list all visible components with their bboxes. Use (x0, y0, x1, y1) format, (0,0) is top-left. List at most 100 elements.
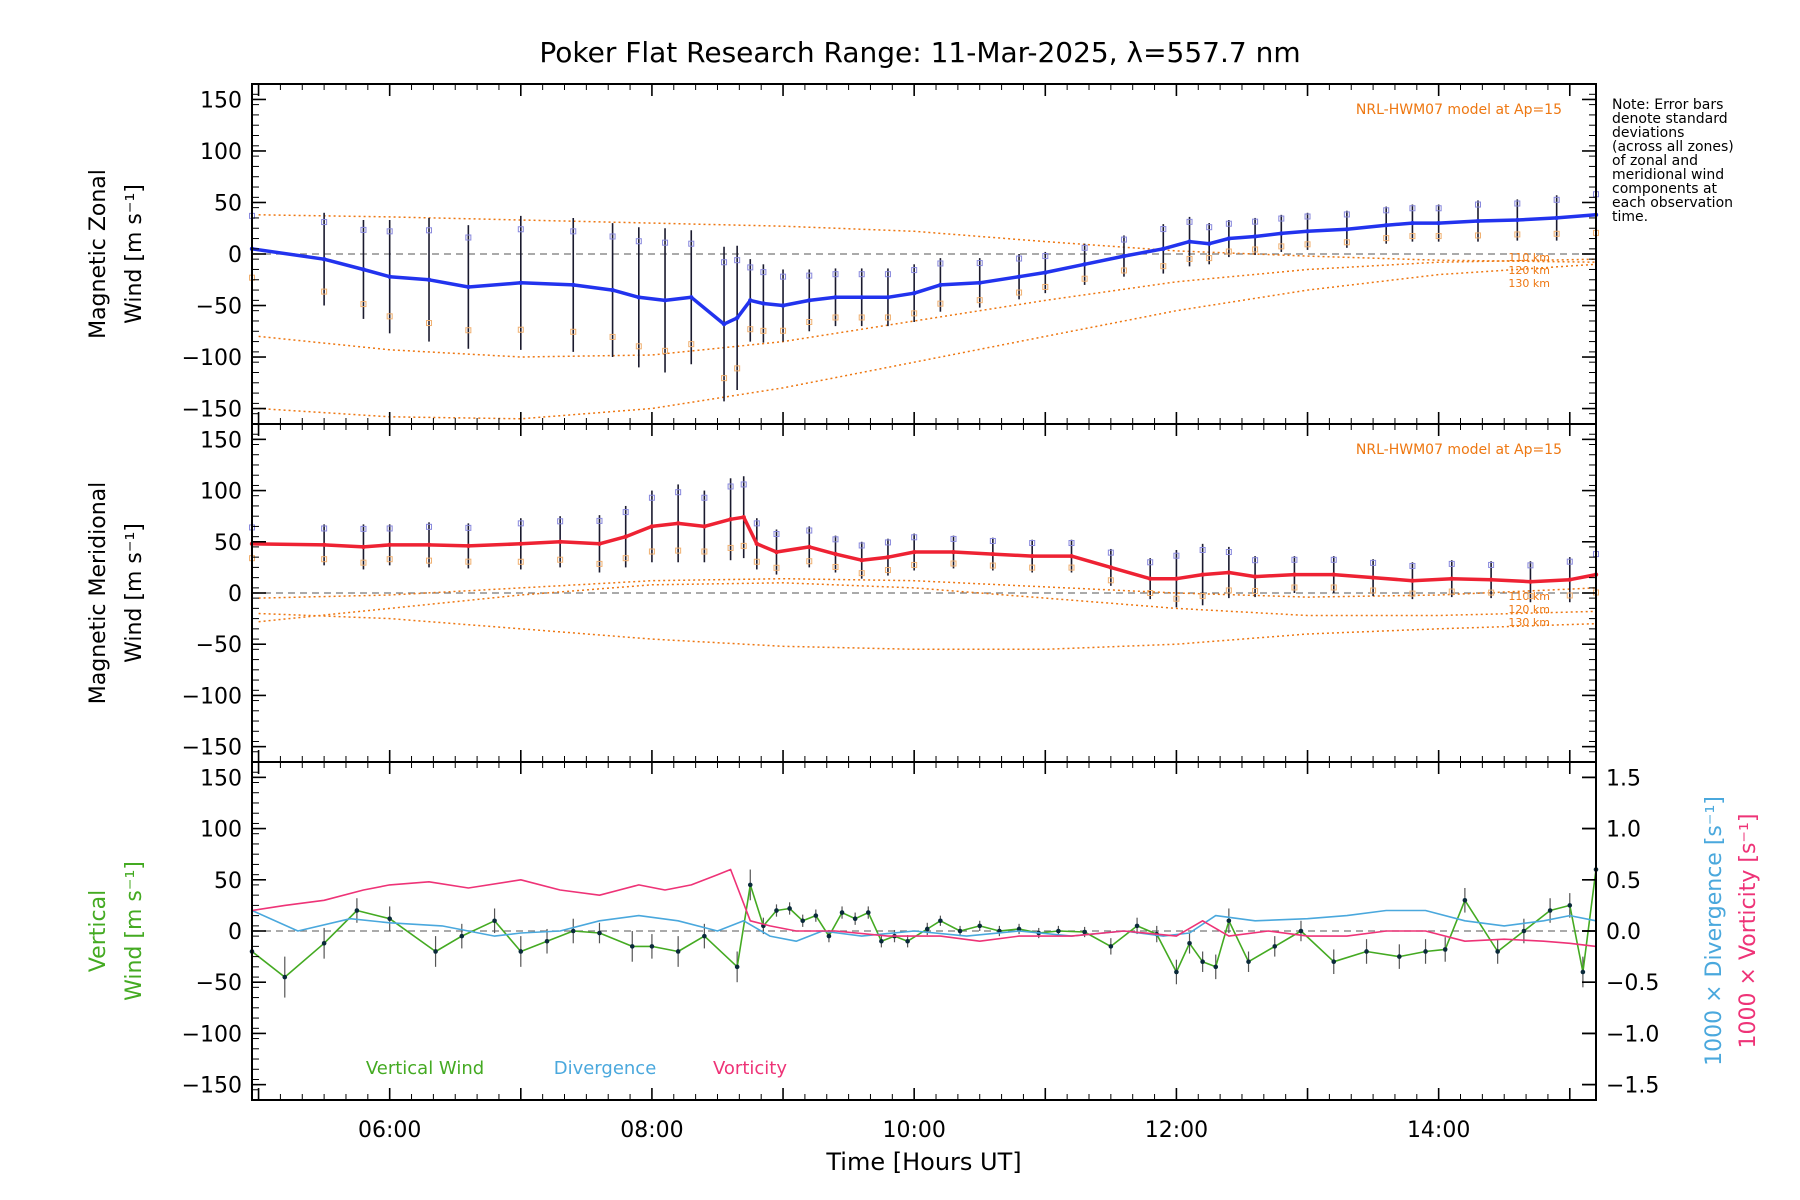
magnetic-zonal-wind-zone-point (635, 343, 642, 350)
note-line: deviations (1612, 125, 1685, 141)
magnetic-zonal-wind-zone-point (734, 257, 741, 264)
vertical-y-tick-label: −150 (182, 1074, 242, 1099)
magnetic-meridional-wind-zone-point (989, 562, 996, 569)
magnetic-meridional-wind-zone-point (1199, 546, 1206, 553)
vertical-wind-point (813, 913, 819, 918)
magnetic-zonal-wind-point (780, 303, 786, 308)
vertical-wind-point (702, 933, 707, 939)
vertical-wind-point (924, 926, 930, 932)
magnetic-zonal-wind-zone-point (1186, 255, 1193, 262)
magnetic-zonal-wind-zone-point (747, 326, 754, 333)
magnetic-zonal-wind-zone-point (360, 226, 367, 233)
vertical-wind-point (1213, 964, 1219, 970)
magnetic-meridional-wind-zone-point (858, 542, 865, 549)
magnetic-zonal-wind-zone-point (1160, 226, 1167, 233)
vertical-wind-point (544, 938, 550, 944)
magnetic-meridional-wind-point (1069, 553, 1074, 559)
meridional-model-curve-130km (258, 612, 1597, 651)
magnetic-meridional-wind-zone-point (426, 557, 433, 564)
magnetic-meridional-wind-zone-point (321, 556, 328, 563)
magnetic-zonal-wind-zone-point (662, 239, 669, 246)
magnetic-meridional-wind-point (1292, 572, 1297, 577)
vertical-wind-point (1580, 969, 1586, 975)
vertical-wind-point (492, 918, 497, 924)
vertical-y-tick-label: 150 (200, 766, 242, 791)
zonal-model-curve-130km (258, 263, 1597, 420)
magnetic-meridional-wind-zone-point (1291, 584, 1298, 591)
magnetic-zonal-wind-point (1206, 241, 1212, 246)
magnetic-zonal-wind-zone-point (570, 328, 577, 335)
vertical-wind-point (957, 928, 963, 934)
legend-entry: Vorticity (713, 1058, 787, 1079)
vertical-wind-point (387, 916, 392, 922)
vertical-ylabel-line2: Wind [m s⁻¹] (122, 861, 147, 1001)
vertical-wind-point (839, 910, 845, 915)
magnetic-zonal-wind-point (1475, 218, 1481, 224)
note-line: of zonal and (1612, 153, 1698, 169)
legend-entry: Divergence (554, 1058, 657, 1079)
magnetic-zonal-wind-zone-point (1474, 201, 1481, 208)
magnetic-meridional-wind-point (1108, 565, 1114, 570)
magnetic-zonal-wind-zone-point (976, 297, 983, 304)
magnetic-meridional-wind-point (1410, 578, 1415, 583)
magnetic-zonal-wind-zone-point (1278, 215, 1285, 222)
magnetic-zonal-wind-zone-point (386, 228, 393, 235)
magnetic-meridional-wind-zone-point (596, 560, 603, 567)
magnetic-meridional-wind-point (728, 517, 733, 522)
magnetic-meridional-wind-zone-point (701, 548, 708, 555)
zonal-y-tick-label: −150 (182, 398, 242, 423)
magnetic-meridional-wind-zone-point (911, 534, 918, 541)
magnetic-zonal-wind-zone-point (662, 347, 669, 354)
vertical-y-tick-label: −100 (182, 1022, 242, 1047)
vertical-wind-point (597, 930, 602, 936)
magnetic-meridional-wind-zone-point (426, 523, 433, 530)
vertical-wind-point (938, 918, 943, 924)
figure-title: Poker Flat Research Range: 11-Mar-2025, … (539, 36, 1300, 69)
magnetic-zonal-wind-zone-point (721, 259, 728, 266)
magnetic-meridional-wind-point (1449, 576, 1454, 581)
magnetic-meridional-wind-point (1370, 575, 1376, 580)
magnetic-zonal-wind-zone-point (1514, 231, 1521, 238)
note-line: (across all zones) (1612, 139, 1734, 155)
y2-tick-label: 1.5 (1606, 766, 1641, 791)
vertical-wind-point (879, 938, 884, 944)
magnetic-meridional-wind-point (754, 541, 760, 547)
magnetic-zonal-wind-zone-point (858, 314, 865, 321)
zonal-model-label: 110 km (1508, 251, 1550, 264)
magnetic-meridional-wind-zone-point (1330, 584, 1337, 591)
vertical-wind-point (1547, 908, 1553, 913)
magnetic-meridional-wind-point (675, 521, 681, 526)
meridional-y-tick-label: 0 (228, 582, 242, 607)
magnetic-zonal-wind-point (885, 295, 891, 300)
vertical-wind-point (675, 949, 681, 954)
magnetic-meridional-wind-zone-point (1107, 549, 1114, 556)
magnetic-zonal-wind-zone-point (806, 319, 813, 325)
meridional-y-tick-label: 100 (200, 480, 242, 505)
magnetic-zonal-wind-point (977, 280, 982, 286)
meridional-model-label: 110 km (1508, 590, 1550, 603)
magnetic-meridional-wind-point (1488, 577, 1494, 582)
magnetic-zonal-wind-zone-point (1343, 239, 1350, 246)
x-tick-label: 06:00 (358, 1118, 421, 1143)
magnetic-meridional-wind-zone-point (884, 539, 891, 546)
magnetic-zonal-wind-zone-point (760, 269, 767, 276)
y2-tick-label: −1.5 (1606, 1074, 1659, 1099)
magnetic-meridional-wind-point (702, 524, 707, 529)
meridional-model-curve-120km (258, 582, 1597, 623)
vertical-wind-point (570, 928, 576, 934)
magnetic-zonal-wind-point (1410, 220, 1415, 226)
magnetic-zonal-wind-point (518, 280, 523, 286)
magnetic-meridional-wind-zone-point (1225, 549, 1232, 556)
y2label-group: 1000 × Vorticity [s⁻¹] 1000 × Divergence … (1702, 796, 1761, 1066)
magnetic-meridional-wind-zone-point (1566, 558, 1573, 565)
magnetic-zonal-wind-zone-point (517, 326, 524, 333)
magnetic-meridional-wind-zone-point (1448, 560, 1455, 567)
note-line: components at (1612, 181, 1718, 197)
zonal-ylabel-group: Magnetic Zonal Wind [m s⁻¹] (86, 169, 147, 339)
magnetic-zonal-wind-point (1515, 217, 1520, 223)
y2label-divergence: 1000 × Divergence [s⁻¹] (1702, 796, 1727, 1066)
magnetic-zonal-wind-point (1279, 231, 1284, 236)
magnetic-zonal-wind-zone-point (635, 238, 642, 245)
magnetic-zonal-wind-zone-point (911, 267, 918, 274)
magnetic-zonal-wind-zone-point (1225, 248, 1232, 255)
